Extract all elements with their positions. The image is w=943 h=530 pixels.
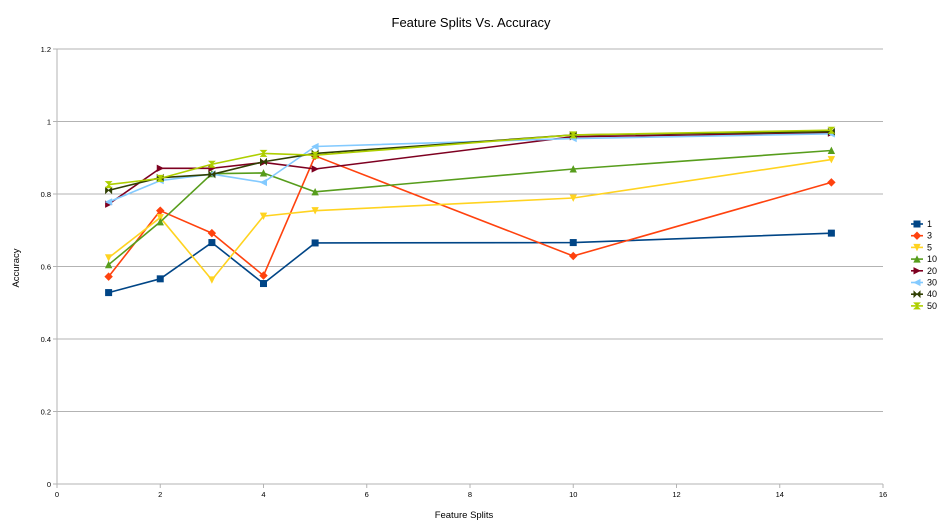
x-tick-label: 4 (261, 490, 265, 499)
data-point-40 (208, 170, 216, 179)
legend-swatch-marker (913, 290, 921, 299)
data-point-5 (156, 214, 164, 222)
legend-item-50: 50 (911, 301, 937, 311)
data-point-50 (104, 181, 113, 189)
data-point-1 (311, 239, 319, 247)
data-point-40 (105, 186, 113, 195)
legend-item-1: 1 (911, 219, 932, 229)
x-tick-label: 10 (569, 490, 577, 499)
data-point-10 (104, 260, 113, 269)
data-point-1 (208, 239, 216, 247)
legend-item-30: 30 (911, 278, 937, 288)
legend-item-10: 10 (911, 254, 937, 264)
legend-swatch-marker (913, 255, 921, 263)
data-point-50 (156, 174, 165, 182)
series-group (104, 126, 836, 297)
legend-label: 1 (927, 219, 932, 229)
data-point-1 (156, 275, 164, 283)
data-point-20 (156, 164, 165, 172)
legend-label: 20 (927, 266, 937, 276)
data-point-50 (311, 151, 320, 159)
data-point-20 (311, 165, 319, 173)
y-axis-label: Accuracy (11, 248, 22, 287)
series-line-40 (108, 130, 832, 192)
series-line-1 (108, 232, 832, 294)
y-tick-label: 1 (47, 118, 51, 127)
data-point-5 (259, 212, 268, 220)
x-tick-label: 8 (468, 490, 472, 499)
data-point-10 (311, 187, 319, 196)
legend-item-40: 40 (911, 289, 937, 299)
y-tick-label: 0.8 (41, 190, 51, 199)
y-tick-label: 0.4 (41, 335, 51, 344)
legend-swatch-marker (913, 220, 921, 228)
y-tick-label: 0.6 (41, 263, 51, 272)
series-10 (104, 146, 836, 269)
legend-item-5: 5 (911, 242, 932, 252)
data-point-5 (208, 276, 216, 284)
axes: 0 0.2 0.4 0.6 0.8 1 1.2 0 2 4 6 8 10 12 14 16 (41, 45, 888, 499)
data-point-50 (569, 131, 578, 139)
data-point-3 (259, 271, 268, 280)
legend-label: 3 (927, 231, 932, 241)
legend-swatch-marker (913, 243, 921, 252)
data-point-5 (104, 254, 113, 262)
data-point-10 (259, 169, 268, 177)
legend-item-20: 20 (911, 266, 937, 276)
legend-swatch-marker (913, 278, 921, 287)
data-point-5 (827, 156, 836, 164)
grid-lines (57, 48, 883, 485)
data-point-30 (311, 142, 319, 151)
series-5 (104, 156, 836, 284)
data-point-10 (569, 165, 577, 173)
data-point-50 (207, 160, 216, 168)
legend-label: 40 (927, 289, 937, 299)
x-tick-label: 12 (672, 490, 680, 499)
y-tick-label: 0 (47, 480, 51, 489)
data-point-3 (207, 228, 217, 238)
y-tick-label: 1.2 (41, 45, 51, 54)
series-1 (105, 229, 835, 297)
data-point-3 (569, 251, 578, 261)
data-point-40 (259, 157, 268, 166)
data-point-30 (104, 198, 113, 206)
legend-label: 10 (927, 254, 937, 264)
legend-label: 50 (927, 301, 937, 311)
series-50 (104, 126, 836, 189)
y-tick-label: 0.2 (41, 408, 51, 417)
data-point-3 (827, 178, 836, 187)
data-point-30 (259, 178, 268, 187)
legend-label: 30 (927, 278, 937, 288)
data-point-1 (105, 289, 113, 297)
data-point-10 (156, 218, 164, 226)
legend-swatch-marker (912, 231, 922, 240)
data-point-1 (259, 280, 267, 288)
data-point-1 (827, 229, 835, 237)
legend-swatch-marker (913, 267, 921, 275)
chart-title: Feature Splits Vs. Accuracy (392, 15, 551, 30)
legend-swatch-marker (913, 302, 921, 310)
data-point-5 (311, 207, 319, 215)
x-tick-label: 2 (158, 490, 162, 499)
data-point-1 (569, 239, 577, 247)
data-point-50 (827, 126, 836, 134)
x-tick-label: 14 (776, 490, 784, 499)
legend-item-3: 3 (911, 231, 932, 241)
x-tick-label: 0 (55, 490, 59, 499)
legend-label: 5 (927, 242, 932, 252)
data-point-5 (569, 194, 577, 202)
x-tick-label: 6 (365, 490, 369, 499)
x-axis-label: Feature Splits (435, 510, 494, 521)
data-point-50 (259, 149, 268, 157)
data-point-10 (827, 146, 836, 154)
x-tick-label: 16 (879, 490, 887, 499)
data-point-3 (104, 272, 113, 281)
